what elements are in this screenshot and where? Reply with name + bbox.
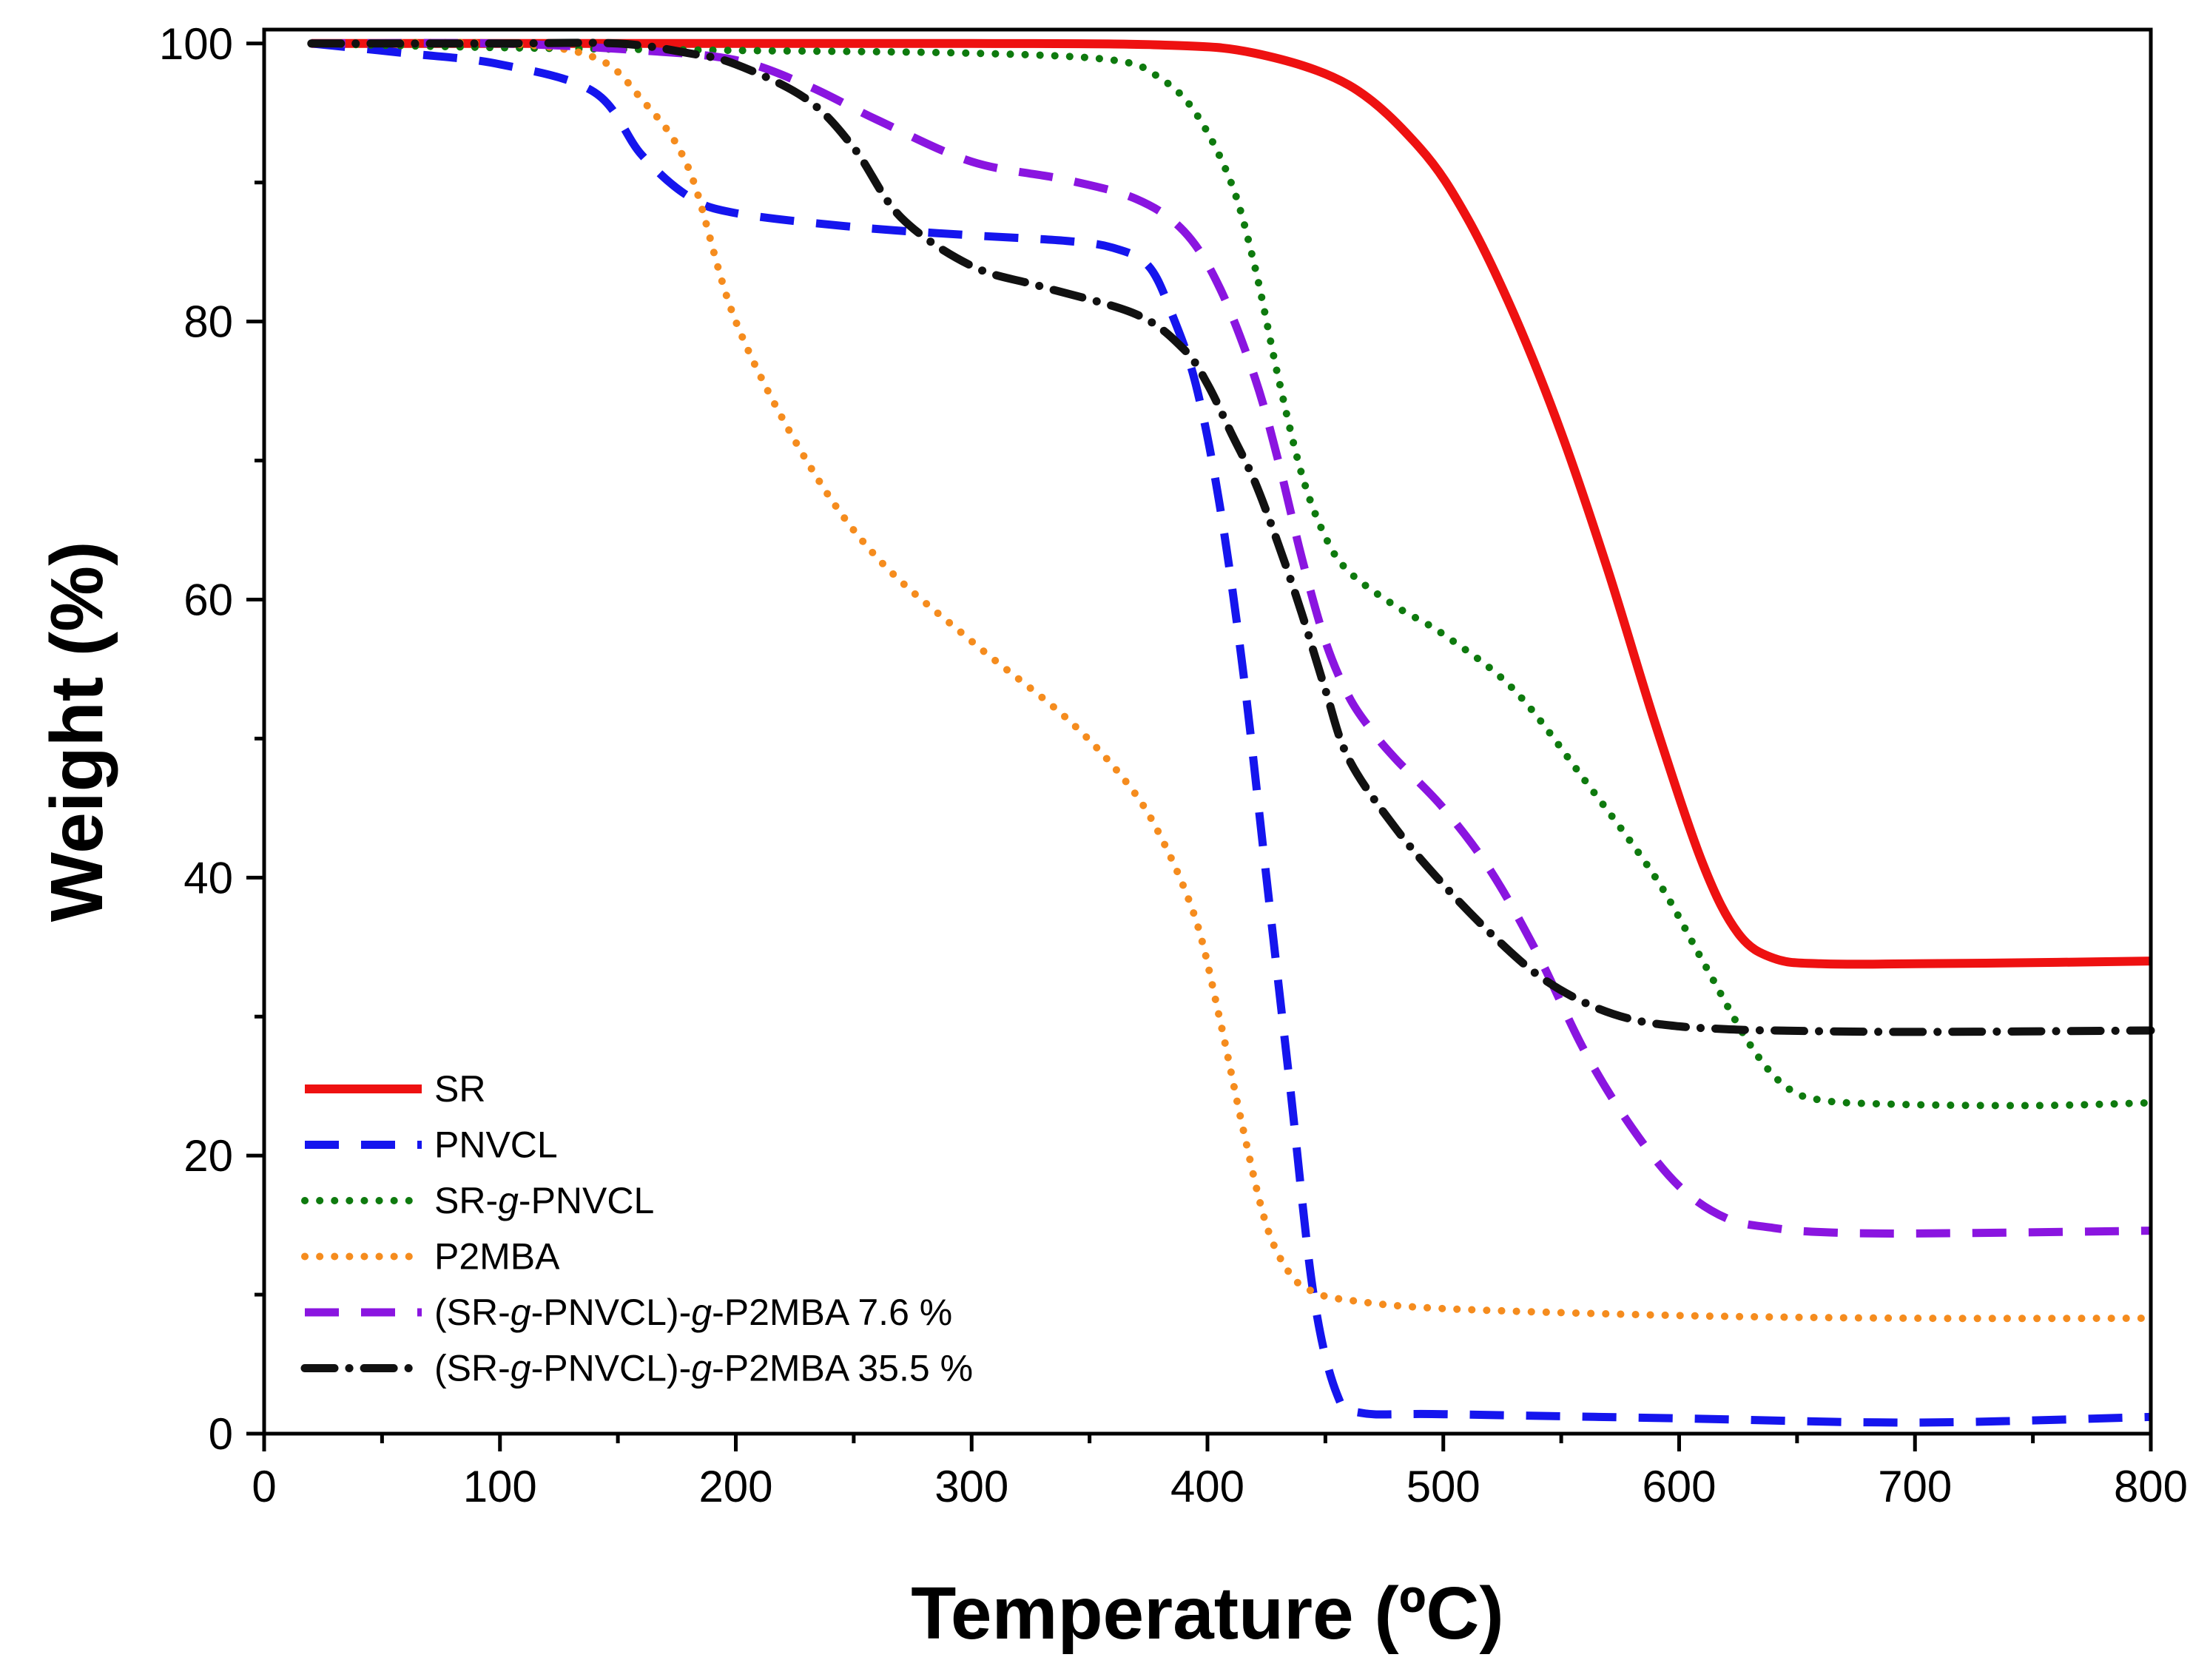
ticks-layer: 0 100 200 300 400 500 600 700 800 0 20 40 60 80 100 — [159, 19, 2188, 1511]
series-line-pnvcl — [311, 39, 2152, 1427]
series-line-sr-g-pnvcl-g-p2mba-35-5 — [307, 38, 2155, 1036]
legend-label-sr-g-pnvcl: SR-g-PNVCL — [434, 1180, 654, 1221]
series-line-sr — [311, 38, 2152, 969]
y-tick-label: 20 — [183, 1131, 233, 1181]
x-tick-label: 600 — [1642, 1462, 1716, 1511]
x-tick-label: 400 — [1170, 1462, 1244, 1511]
legend-label-sr: SR — [434, 1068, 485, 1110]
legend-label-sr-g-pnvcl-g-p2mba-7-6: (SR-g-PNVCL)-g-P2MBA 7.6 % — [434, 1292, 952, 1333]
x-tick-label: 500 — [1406, 1462, 1480, 1511]
x-tick-label: 100 — [463, 1462, 537, 1511]
x-tick-label: 700 — [1878, 1462, 1952, 1511]
x-tick-label: 200 — [698, 1462, 772, 1511]
series-line-sr-g-pnvcl-g-p2mba-7-6 — [311, 38, 2152, 1238]
x-tick-label: 800 — [2114, 1462, 2188, 1511]
y-tick-label: 80 — [183, 297, 233, 347]
series-line-p2mba — [307, 38, 2155, 1323]
y-axis-title: Weight (%) — [36, 542, 118, 922]
series-line-sr-g-pnvcl — [307, 39, 2155, 1110]
y-tick-label: 40 — [183, 853, 233, 903]
x-axis-title: Temperature (ºC) — [911, 1572, 1503, 1655]
y-tick-label: 100 — [159, 19, 233, 69]
series-layer — [307, 38, 2155, 1427]
legend: SR PNVCL SR-g-PNVCL P2MBA (SR-g-PNVCL)-g-P2M… — [300, 1068, 973, 1389]
legend-label-p2mba: P2MBA — [434, 1236, 560, 1278]
legend-label-sr-g-pnvcl-g-p2mba-35-5: (SR-g-PNVCL)-g-P2MBA 35.5 % — [434, 1348, 973, 1389]
y-tick-label: 0 — [209, 1409, 233, 1459]
y-tick-label: 60 — [183, 575, 233, 624]
legend-label-pnvcl: PNVCL — [434, 1124, 558, 1166]
x-tick-label: 0 — [252, 1462, 276, 1511]
x-tick-label: 300 — [934, 1462, 1008, 1511]
